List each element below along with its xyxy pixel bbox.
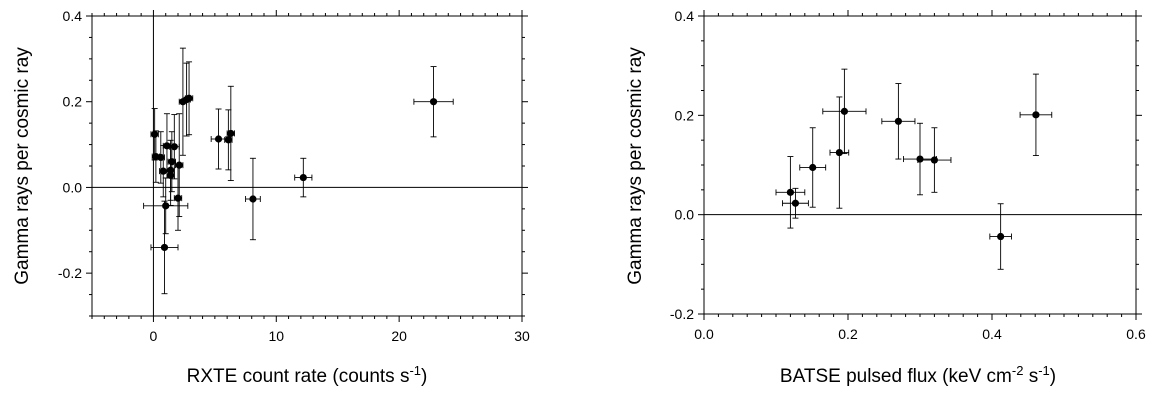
batse-x-axis-label: BATSE pulsed flux (keV cm-2 s-1) bbox=[780, 363, 1056, 387]
point-marker bbox=[249, 195, 257, 203]
rxte-data-point bbox=[159, 144, 168, 198]
batse-x-tick-label: 0.6 bbox=[1126, 326, 1146, 342]
rxte-data-points bbox=[143, 47, 454, 295]
point-marker bbox=[1032, 111, 1040, 119]
point-marker bbox=[786, 188, 795, 196]
point-marker bbox=[175, 161, 183, 169]
rxte-data-point bbox=[294, 157, 313, 198]
rxte-data-point bbox=[143, 177, 189, 235]
rxte-data-point bbox=[245, 157, 261, 241]
rxte-reference-lines bbox=[92, 16, 522, 316]
batse-ticks bbox=[698, 10, 1142, 320]
rxte-y-tick-label: 0.0 bbox=[63, 179, 83, 195]
rxte-x-tick-label: 0 bbox=[150, 328, 158, 344]
batse-y-tick-label: 0.0 bbox=[675, 207, 695, 223]
batse-data-point bbox=[1019, 73, 1053, 157]
rxte-data-point bbox=[210, 108, 227, 170]
batse-data-point bbox=[782, 187, 809, 219]
rxte-data-point bbox=[184, 61, 194, 136]
point-marker bbox=[151, 130, 159, 138]
batse-x-tick-label: 0.4 bbox=[982, 326, 1002, 342]
batse-data-points bbox=[775, 68, 1053, 270]
rxte-data-point bbox=[156, 131, 165, 184]
rxte-x-tick-label: 10 bbox=[268, 328, 284, 344]
point-marker bbox=[162, 202, 170, 210]
rxte-data-point bbox=[168, 114, 180, 180]
rxte-data-point bbox=[150, 108, 159, 161]
batse-data-point bbox=[989, 203, 1012, 270]
point-marker bbox=[159, 167, 167, 175]
rxte-panel: 0 10 20 30 -0.2 0.0 0.2 0.4 Gamma rays per cosm… bbox=[12, 8, 530, 387]
rxte-data-point bbox=[167, 131, 176, 193]
batse-data-point bbox=[775, 156, 806, 229]
point-marker bbox=[835, 148, 843, 157]
rxte-y-tick-label: 0.4 bbox=[63, 8, 83, 24]
batse-y-tick-label: -0.2 bbox=[670, 306, 694, 322]
point-marker bbox=[170, 143, 178, 151]
batse-data-point bbox=[881, 83, 916, 160]
rxte-y-tick-label: 0.2 bbox=[63, 94, 83, 110]
rxte-x-tick-label: 20 bbox=[391, 328, 407, 344]
batse-x-tick-label: 0.0 bbox=[694, 326, 714, 342]
batse-y-tick-label: 0.4 bbox=[675, 8, 695, 24]
batse-tick-labels: 0.0 0.2 0.4 0.6-0.20.00.20.4 bbox=[670, 8, 1146, 342]
rxte-plot-frame bbox=[91, 15, 523, 317]
batse-y-axis-label: Gamma rays per cosmic ray bbox=[625, 47, 646, 285]
batse-panel: 0.0 0.2 0.4 0.6-0.20.00.20.4 Gamma rays per… bbox=[625, 8, 1146, 387]
rxte-data-point bbox=[413, 66, 454, 138]
point-marker bbox=[163, 142, 171, 150]
rxte-ticks bbox=[86, 10, 528, 322]
point-marker bbox=[840, 107, 849, 115]
rxte-data-point bbox=[175, 113, 184, 218]
point-marker bbox=[997, 232, 1005, 241]
batse-data-point bbox=[799, 127, 827, 208]
point-marker bbox=[894, 117, 903, 125]
rxte-data-point bbox=[226, 85, 235, 182]
batse-x-tick-label: 0.2 bbox=[838, 326, 858, 342]
rxte-y-tick-label: -0.2 bbox=[58, 265, 82, 281]
point-marker bbox=[157, 153, 165, 162]
point-marker bbox=[429, 98, 438, 106]
point-marker bbox=[227, 129, 235, 138]
rxte-data-point bbox=[173, 165, 183, 231]
point-marker bbox=[930, 156, 939, 164]
rxte-x-tick-label: 30 bbox=[514, 328, 530, 344]
batse-data-point bbox=[822, 68, 867, 155]
rxte-data-point bbox=[162, 113, 172, 179]
batse-data-point bbox=[829, 96, 850, 209]
point-marker bbox=[299, 173, 307, 182]
point-marker bbox=[809, 163, 817, 172]
rxte-tick-labels: 0 10 20 30 -0.2 0.0 0.2 0.4 bbox=[58, 8, 530, 344]
point-marker bbox=[168, 158, 176, 166]
point-marker bbox=[224, 136, 232, 144]
point-marker bbox=[791, 199, 800, 207]
rxte-x-axis-label: RXTE count rate (counts s-1) bbox=[187, 363, 428, 387]
batse-data-point bbox=[917, 127, 952, 193]
point-marker bbox=[160, 243, 169, 252]
rxte-y-axis-label: Gamma rays per cosmic ray bbox=[12, 47, 33, 285]
point-marker bbox=[167, 166, 175, 174]
point-marker bbox=[185, 94, 193, 102]
rxte-data-point bbox=[150, 200, 179, 295]
point-marker bbox=[214, 135, 223, 143]
point-marker bbox=[174, 194, 182, 202]
batse-y-tick-label: 0.2 bbox=[675, 107, 695, 123]
